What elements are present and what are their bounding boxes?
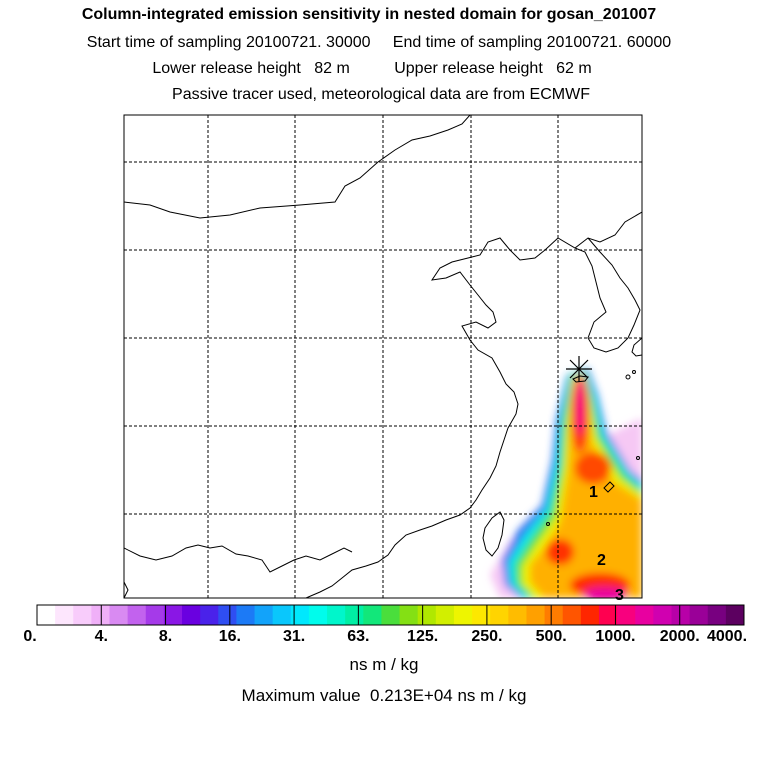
colorbar-segment	[109, 605, 129, 625]
island-dot-3	[636, 456, 640, 460]
island-dot-1	[625, 374, 631, 380]
colorbar-tick-label: 4000.	[706, 628, 748, 645]
colorbar-segment	[127, 605, 147, 625]
colorbar-tick-label: 4.	[94, 628, 108, 645]
contour-red-core1	[575, 452, 611, 484]
colorbar-segment	[145, 605, 165, 625]
release-height-line: Lower release height 82 m Upper release …	[152, 60, 592, 77]
coastline-hainan	[124, 581, 129, 598]
colorbar-segment	[308, 605, 328, 625]
colorbar-segment	[453, 605, 473, 625]
colorbar-segment	[363, 605, 382, 625]
colorbar-tick-label: 16.	[218, 628, 241, 645]
colorbar-segment	[55, 605, 74, 625]
colorbar-segment	[435, 605, 455, 625]
colorbar-segment	[671, 605, 691, 625]
contour-red-core2	[546, 539, 574, 565]
colorbar-segment	[598, 605, 618, 625]
graticule	[124, 115, 642, 598]
island-dot-4	[546, 522, 550, 526]
colorbar-unit: ns m / kg	[349, 655, 419, 674]
colorbar-segment	[635, 605, 654, 625]
colorbar-segment	[272, 605, 292, 625]
colorbar-segment	[526, 605, 546, 625]
colorbar-segment	[562, 605, 582, 625]
colorbar-segment	[182, 605, 201, 625]
colorbar-segment	[653, 605, 672, 625]
colorbar-segment	[345, 605, 364, 625]
colorbar-segment	[290, 605, 310, 625]
coastline-mongolia-border	[124, 115, 471, 219]
colorbar-segment	[91, 605, 111, 625]
colorbar-tick-label: 1000.	[595, 628, 636, 645]
colorbar-segment	[508, 605, 527, 625]
coastline-south-china	[124, 544, 353, 573]
colorbar-tick-label: 0.	[23, 628, 37, 645]
colorbar-segment	[236, 605, 256, 625]
colorbar-segment	[490, 605, 509, 625]
colorbar-segment	[689, 605, 709, 625]
colorbar-segment	[73, 605, 92, 625]
colorbar-tick-label: 250.	[471, 628, 503, 645]
coastline-korea-peninsula	[574, 237, 641, 353]
chart-title: Column-integrated emission sensitivity i…	[81, 6, 657, 23]
colorbar-segment	[218, 605, 237, 625]
colorbar-segment	[200, 605, 219, 625]
colorbar-tick-label: 8.	[158, 628, 173, 645]
colorbar-segment	[399, 605, 419, 625]
colorbar-segment	[381, 605, 401, 625]
colorbar-tick-label: 500.	[535, 628, 567, 645]
map-frame	[123, 114, 643, 599]
coastline-china-korea	[305, 211, 642, 598]
coastline-okinawa	[603, 481, 615, 493]
colorbar-tick-label: 63.	[347, 628, 370, 645]
colorbar-segment	[163, 605, 183, 625]
coastlines	[124, 115, 642, 598]
map-label-group: 1 2 3	[589, 484, 624, 604]
colorbar	[36, 604, 745, 626]
colorbar-segment	[254, 605, 274, 625]
colorbar-segment	[327, 605, 346, 625]
contour-pink-north	[575, 375, 585, 435]
colorbar-tick-label: 2000.	[659, 628, 700, 645]
colorbar-segment	[580, 605, 600, 625]
release-site-marker	[566, 356, 592, 382]
colorbar-segment	[472, 605, 491, 625]
coastline-taiwan	[482, 511, 505, 557]
sampling-time-line: Start time of sampling 20100721. 30000 E…	[86, 34, 672, 51]
colorbar-segment	[37, 605, 56, 625]
contour-pink-south	[583, 587, 627, 598]
colorbar-tick-label: 125.	[407, 628, 439, 645]
colorbar-segment	[417, 605, 437, 625]
maximum-value: Maximum value 0.213E+04 ns m / kg	[241, 686, 527, 705]
map-label-3: 3	[615, 587, 624, 604]
tracer-info-line: Passive tracer used, meteorological data…	[172, 86, 590, 103]
colorbar-segment	[617, 605, 636, 625]
coastline-japan-kyushu	[631, 337, 642, 357]
map-label-2: 2	[597, 552, 606, 569]
release-marker-d2	[569, 359, 589, 379]
colorbar-segment	[544, 605, 564, 625]
colorbar-tick-label: 31.	[282, 628, 306, 645]
colorbar-segment	[725, 605, 745, 625]
map-label-1: 1	[589, 484, 598, 501]
colorbar-frame	[36, 604, 745, 626]
island-dot-2	[632, 370, 636, 374]
colorbar-segment	[707, 605, 727, 625]
